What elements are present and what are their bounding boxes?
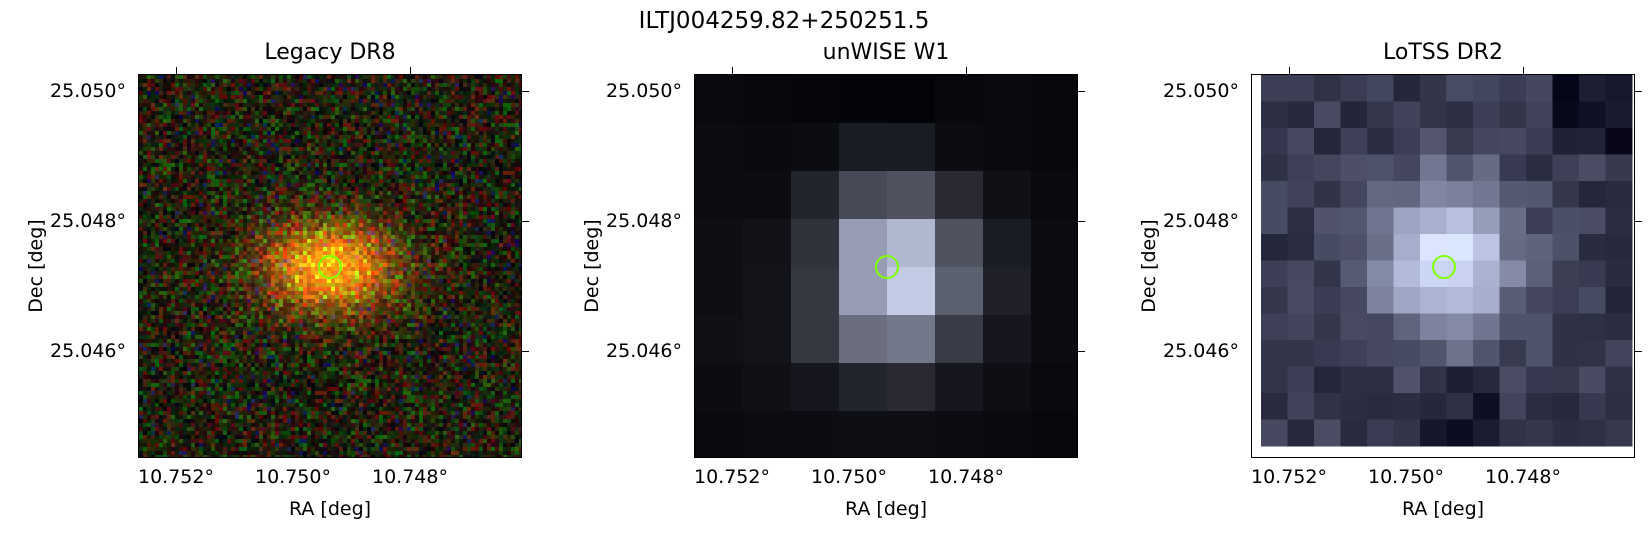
y-axis-label: Dec [deg]: [25, 219, 47, 313]
y-tick-mark: [1635, 221, 1642, 223]
y-tick-label: 25.046°: [50, 340, 126, 362]
panel-title: Legacy DR8: [264, 40, 396, 65]
y-axis-label: Dec [deg]: [1138, 219, 1160, 313]
y-tick-label: 25.050°: [1163, 80, 1239, 102]
x-tick-mark: [966, 67, 968, 74]
x-tick-mark: [1523, 67, 1525, 74]
y-tick-mark: [522, 351, 529, 353]
panel-title: LoTSS DR2: [1383, 40, 1503, 65]
y-tick-label: 25.046°: [1163, 340, 1239, 362]
source-marker-circle: [1432, 255, 1456, 279]
x-tick-mark: [176, 67, 178, 74]
x-tick-label: 10.750°: [1368, 466, 1444, 488]
y-tick-label: 25.046°: [606, 340, 682, 362]
legacy-image: [138, 74, 522, 458]
x-tick-label: 10.752°: [694, 466, 770, 488]
x-tick-mark: [732, 67, 734, 74]
y-tick-label: 25.048°: [50, 210, 126, 232]
x-tick-mark: [410, 67, 412, 74]
figure-title: ILTJ004259.82+250251.5: [638, 8, 930, 34]
y-tick-mark: [1635, 91, 1642, 93]
x-axis-label: RA [deg]: [844, 498, 928, 520]
x-tick-label: 10.750°: [811, 466, 887, 488]
y-tick-mark: [1078, 91, 1085, 93]
lotss-image-raster: [1252, 75, 1634, 457]
x-tick-label: 10.748°: [1485, 466, 1561, 488]
panel-title: unWISE W1: [822, 40, 950, 65]
y-tick-label: 25.048°: [1163, 210, 1239, 232]
x-tick-label: 10.750°: [255, 466, 331, 488]
x-tick-label: 10.752°: [1251, 466, 1327, 488]
x-tick-label: 10.748°: [928, 466, 1004, 488]
unwise-image: [694, 74, 1078, 458]
source-marker-circle: [875, 255, 899, 279]
y-tick-label: 25.048°: [606, 210, 682, 232]
y-tick-label: 25.050°: [606, 80, 682, 102]
x-tick-label: 10.748°: [372, 466, 448, 488]
y-tick-label: 25.050°: [50, 80, 126, 102]
x-axis-label: RA [deg]: [1401, 498, 1485, 520]
y-tick-mark: [1635, 351, 1642, 353]
unwise-image-raster: [695, 75, 1077, 457]
y-tick-mark: [1078, 351, 1085, 353]
source-marker-circle: [318, 255, 342, 279]
x-tick-label: 10.752°: [138, 466, 214, 488]
lotss-image: [1251, 74, 1635, 458]
x-tick-mark: [1289, 67, 1291, 74]
y-axis-label: Dec [deg]: [581, 219, 603, 313]
y-tick-mark: [1078, 221, 1085, 223]
y-tick-mark: [522, 91, 529, 93]
legacy-image-raster: [139, 75, 521, 457]
x-axis-label: RA [deg]: [288, 498, 372, 520]
y-tick-mark: [522, 221, 529, 223]
